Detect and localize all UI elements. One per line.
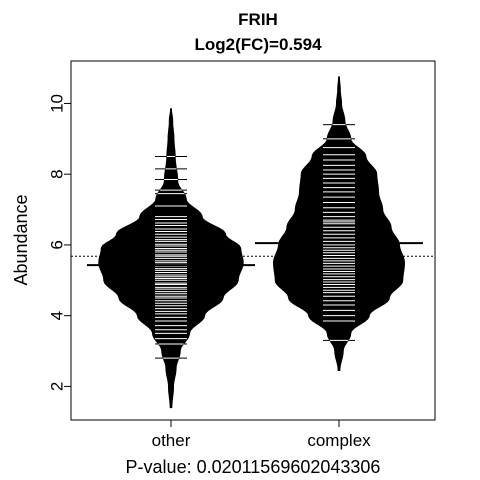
- x-axis: other complex: [152, 420, 371, 450]
- chart-title: FRIH: [238, 10, 278, 29]
- bean-complex: [255, 76, 423, 371]
- plot-frame: [70, 60, 436, 421]
- beans-layer: [71, 76, 435, 409]
- y-tick-label: 4: [47, 311, 66, 320]
- y-axis: 2 4 6 8 10: [47, 94, 71, 391]
- x-tick-label-complex: complex: [307, 431, 371, 450]
- y-tick-label: 6: [47, 240, 66, 249]
- y-tick-label: 2: [47, 382, 66, 391]
- chart-subtitle: Log2(FC)=0.594: [194, 35, 322, 54]
- y-tick-label: 8: [47, 169, 66, 178]
- x-tick-label-other: other: [152, 431, 191, 450]
- y-tick-label: 10: [47, 94, 66, 113]
- x-axis-title: P-value: 0.02011569602043306: [126, 457, 381, 477]
- y-axis-title: Abundance: [11, 194, 31, 285]
- bean-other: [87, 108, 255, 409]
